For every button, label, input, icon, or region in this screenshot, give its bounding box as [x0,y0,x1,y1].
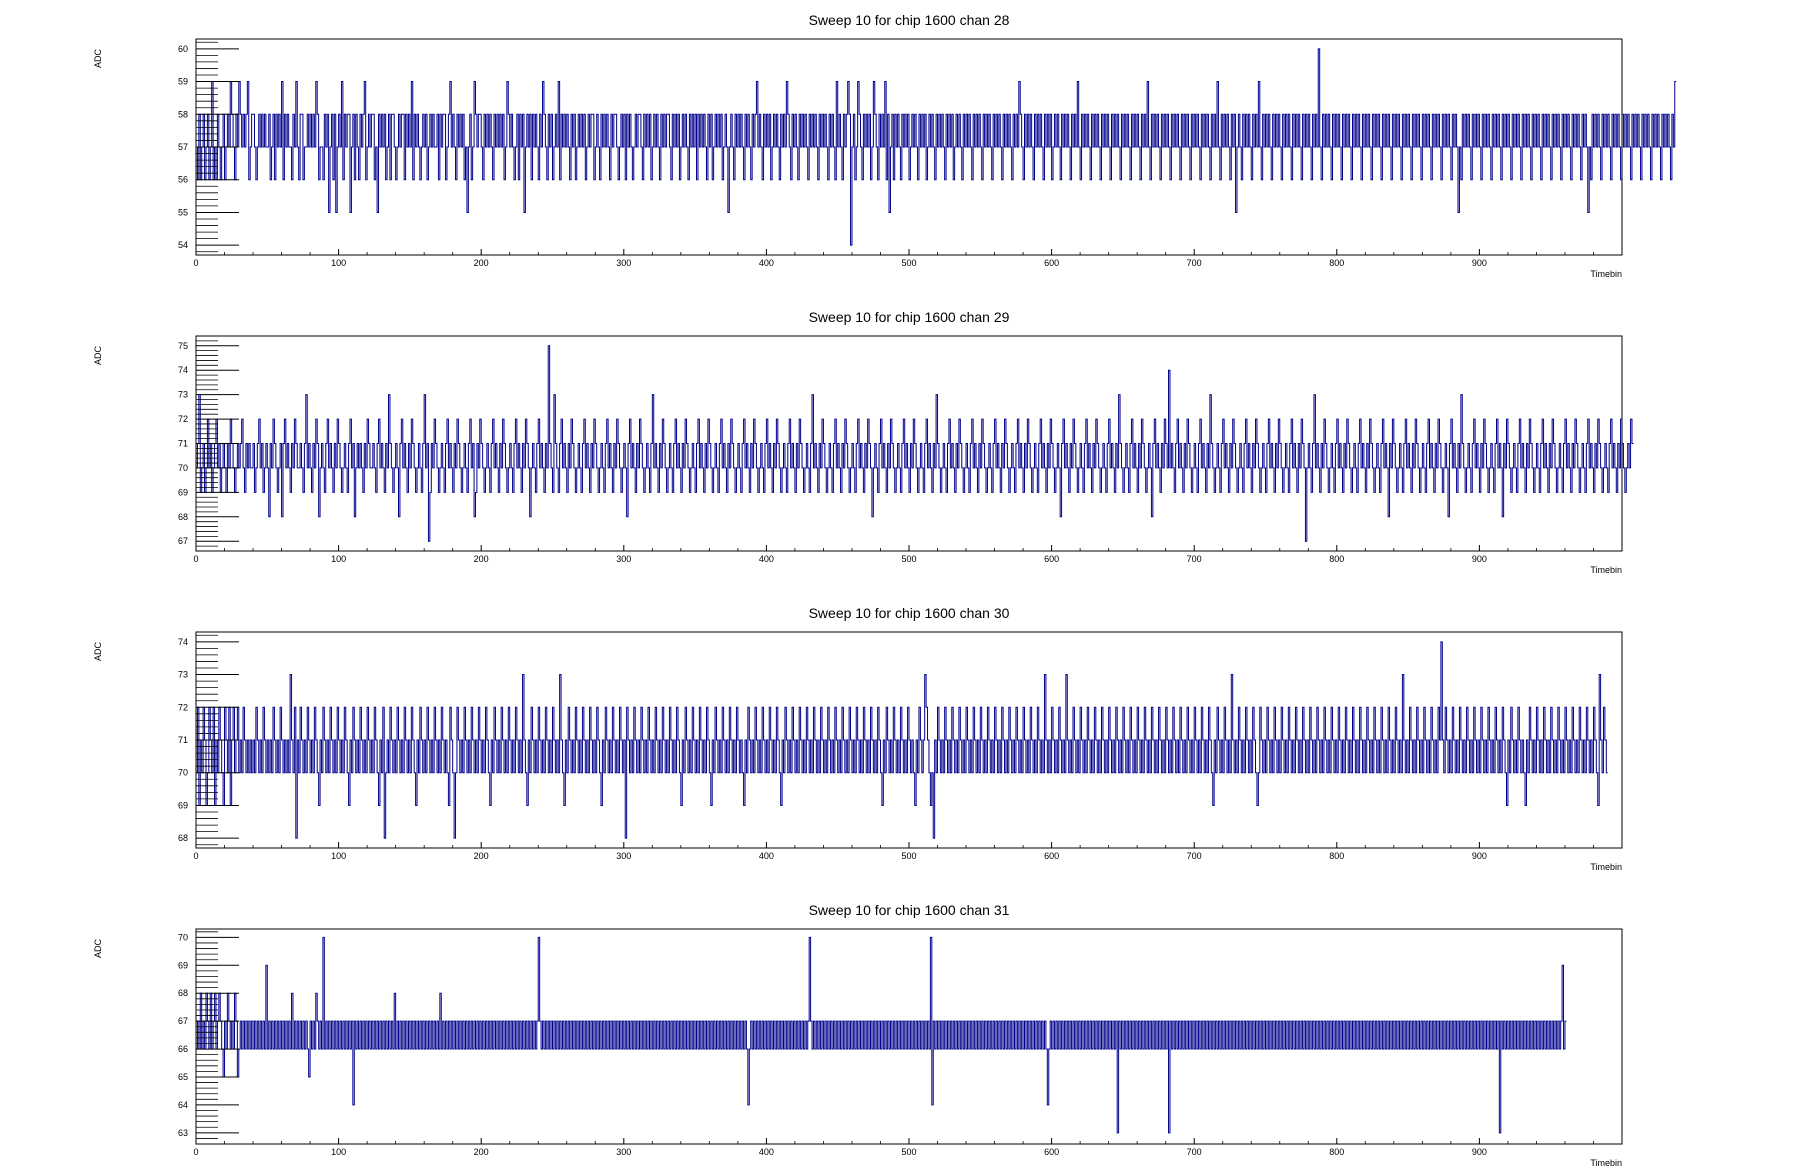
x-tick-label: 100 [331,851,346,861]
x-tick-label: 0 [193,554,198,564]
chart-panel: Sweep 10 for chip 1600 chan 29 ADC Timebin… [93,309,1634,575]
data-series-line [196,936,1567,1134]
x-axis-label: Timebin [1590,1158,1622,1168]
x-tick-label: 600 [1044,1147,1059,1157]
y-tick-label: 73 [178,670,188,680]
y-tick-label: 69 [178,800,188,810]
x-tick-label: 300 [616,554,631,564]
x-tick-label: 0 [193,258,198,268]
x-tick-label: 200 [474,851,489,861]
y-tick-label: 74 [178,637,188,647]
x-tick-label: 700 [1187,1147,1202,1157]
y-tick-label: 72 [178,414,188,424]
y-axis-label: ADC [93,346,103,366]
y-tick-label: 56 [178,175,188,185]
y-tick-label: 75 [178,341,188,351]
x-tick-label: 500 [901,554,916,564]
chart-panel: Sweep 10 for chip 1600 chan 28 ADC Timebin… [93,12,1677,279]
y-tick-label: 70 [178,768,188,778]
y-tick-label: 66 [178,1044,188,1054]
x-tick-label: 700 [1187,258,1202,268]
chart-panel: Sweep 10 for chip 1600 chan 30 ADC Timebin… [93,605,1623,872]
x-tick-label: 600 [1044,851,1059,861]
y-tick-label: 74 [178,365,188,375]
y-tick-label: 73 [178,390,188,400]
y-tick-label: 57 [178,142,188,152]
x-tick-label: 100 [331,258,346,268]
y-tick-label: 60 [178,44,188,54]
y-tick-label: 64 [178,1100,188,1110]
x-tick-label: 700 [1187,851,1202,861]
x-tick-label: 900 [1472,258,1487,268]
y-tick-label: 65 [178,1072,188,1082]
x-tick-label: 800 [1329,554,1344,564]
y-tick-label: 67 [178,1016,188,1026]
x-tick-label: 800 [1329,258,1344,268]
y-axis-label: ADC [93,49,103,69]
chart-title: Sweep 10 for chip 1600 chan 31 [809,902,1010,918]
y-tick-label: 63 [178,1128,188,1138]
x-tick-label: 100 [331,1147,346,1157]
x-tick-label: 500 [901,851,916,861]
x-tick-label: 0 [193,851,198,861]
x-tick-label: 800 [1329,851,1344,861]
y-tick-label: 71 [178,439,188,449]
x-tick-label: 400 [759,1147,774,1157]
chart-panel: Sweep 10 for chip 1600 chan 31 ADC Timebin… [93,902,1623,1168]
y-tick-label: 72 [178,702,188,712]
chart-title: Sweep 10 for chip 1600 chan 28 [809,12,1010,28]
x-tick-label: 200 [474,1147,489,1157]
y-tick-label: 69 [178,487,188,497]
x-tick-label: 100 [331,554,346,564]
x-tick-label: 800 [1329,1147,1344,1157]
y-tick-label: 68 [178,988,188,998]
x-tick-label: 200 [474,258,489,268]
y-tick-label: 59 [178,77,188,87]
x-axis-label: Timebin [1590,565,1622,575]
y-tick-label: 55 [178,207,188,217]
x-axis-label: Timebin [1590,269,1622,279]
x-tick-label: 600 [1044,554,1059,564]
x-tick-label: 600 [1044,258,1059,268]
y-tick-label: 54 [178,240,188,250]
chart-title: Sweep 10 for chip 1600 chan 29 [809,309,1010,325]
x-tick-label: 700 [1187,554,1202,564]
data-series-line [196,48,1677,246]
x-tick-label: 0 [193,1147,198,1157]
y-tick-label: 70 [178,463,188,473]
y-tick-label: 68 [178,512,188,522]
x-tick-label: 500 [901,1147,916,1157]
x-tick-label: 300 [616,258,631,268]
data-series-line [196,345,1634,542]
x-tick-label: 500 [901,258,916,268]
x-tick-label: 400 [759,258,774,268]
x-tick-label: 400 [759,851,774,861]
y-tick-label: 67 [178,536,188,546]
x-tick-label: 900 [1472,554,1487,564]
y-tick-label: 71 [178,735,188,745]
x-tick-label: 900 [1472,1147,1487,1157]
x-tick-label: 200 [474,554,489,564]
chart-title: Sweep 10 for chip 1600 chan 30 [809,605,1010,621]
y-tick-label: 69 [178,960,188,970]
x-axis-label: Timebin [1590,862,1622,872]
y-tick-label: 68 [178,833,188,843]
data-series-line [196,641,1608,839]
x-tick-label: 400 [759,554,774,564]
x-tick-label: 300 [616,1147,631,1157]
x-tick-label: 300 [616,851,631,861]
y-axis-label: ADC [93,642,103,662]
x-tick-label: 900 [1472,851,1487,861]
y-tick-label: 58 [178,109,188,119]
y-tick-label: 70 [178,932,188,942]
y-axis-label: ADC [93,939,103,959]
